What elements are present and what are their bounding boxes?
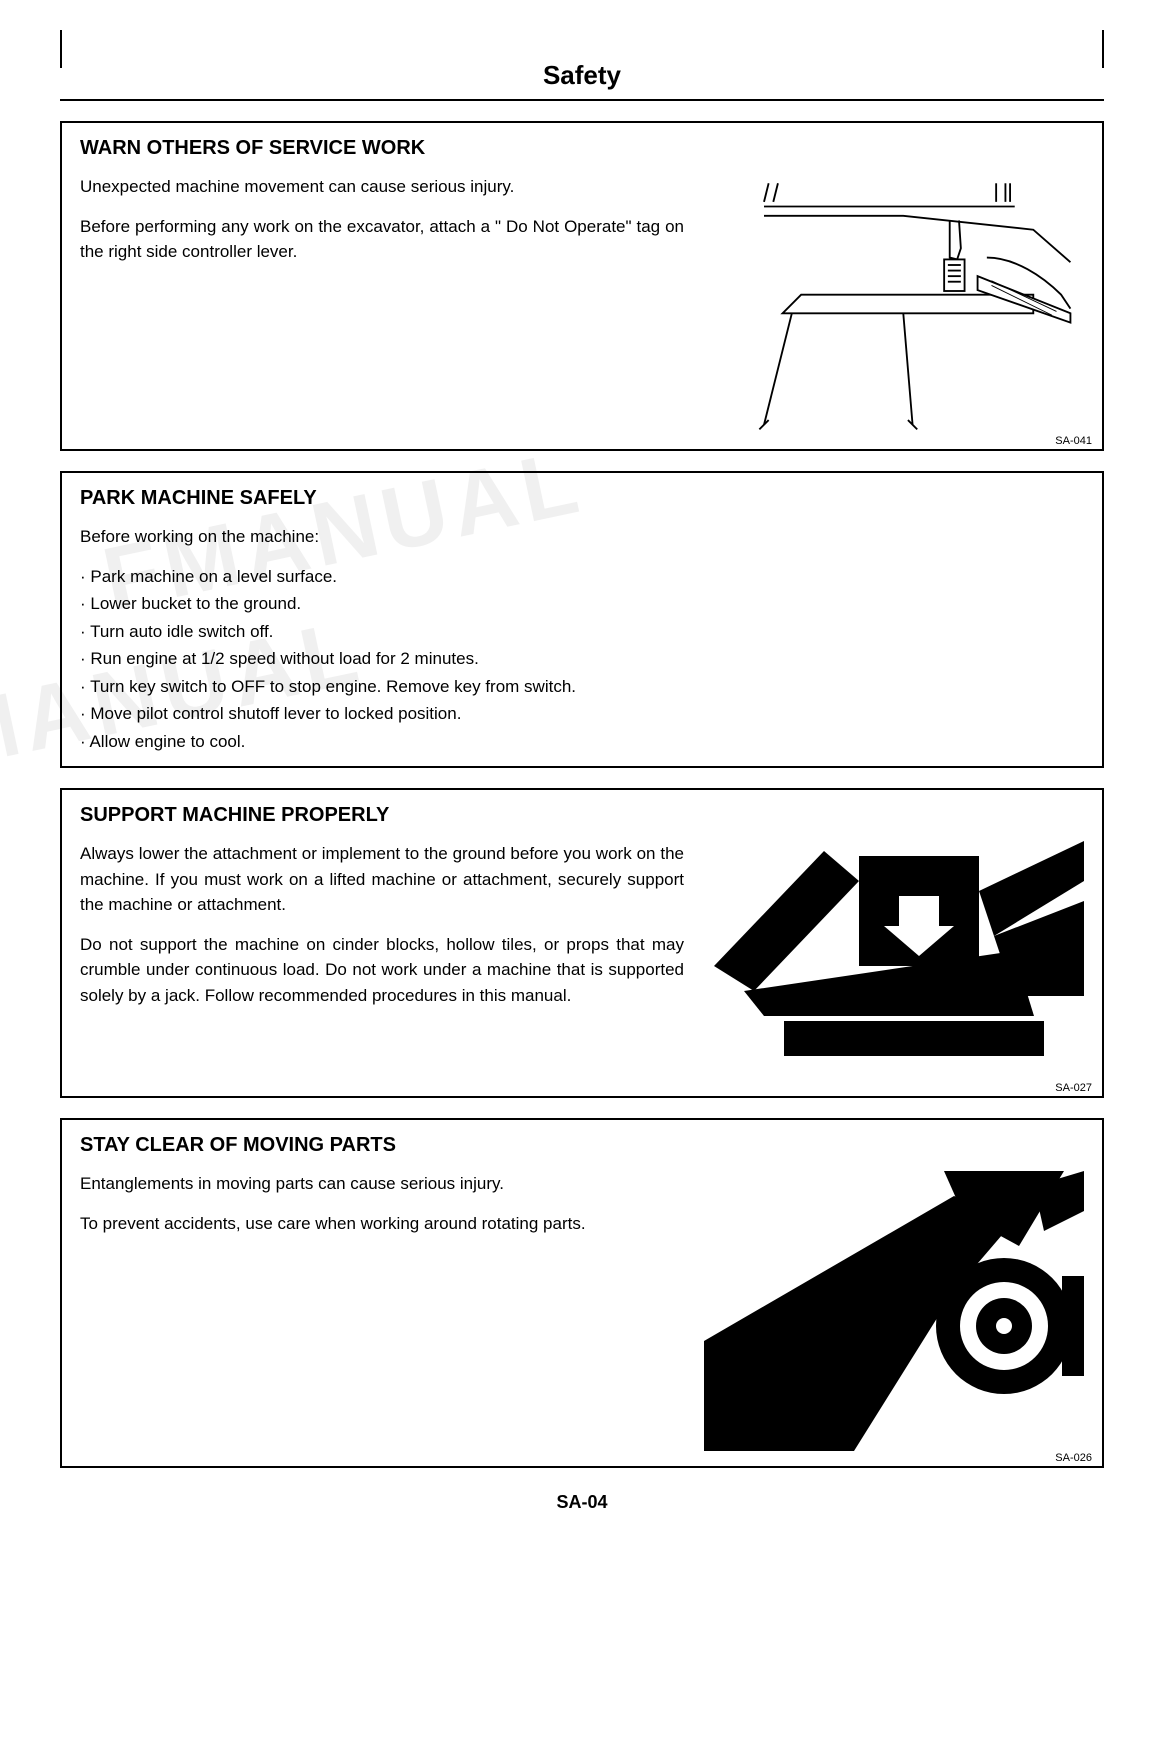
section-warn-others: WARN OTHERS OF SERVICE WORK Unexpected m…	[60, 121, 1104, 451]
section-title: WARN OTHERS OF SERVICE WORK	[80, 137, 1084, 160]
bullet-item: · Run engine at 1/2 speed without load f…	[80, 646, 1084, 672]
paragraph: To prevent accidents, use care when work…	[80, 1211, 684, 1237]
figure-code: SA-026	[1055, 1452, 1092, 1464]
bullet-item: · Turn key switch to OFF to stop engine.…	[80, 674, 1084, 700]
section-text: Entanglements in moving parts can cause …	[80, 1171, 684, 1456]
section-text: Unexpected machine movement can cause se…	[80, 174, 684, 439]
bullet-item: · Allow engine to cool.	[80, 729, 1084, 755]
bullet-item: · Move pilot control shutoff lever to lo…	[80, 701, 1084, 727]
page-title: Safety	[60, 60, 1104, 91]
section-text: Always lower the attachment or implement…	[80, 841, 684, 1086]
paragraph: Before working on the machine:	[80, 524, 1084, 550]
section-text: Before working on the machine: · Park ma…	[80, 524, 1084, 754]
bullet-item: · Turn auto idle switch off.	[80, 619, 1084, 645]
page-number: SA-04	[60, 1492, 1104, 1513]
paragraph: Unexpected machine movement can cause se…	[80, 174, 684, 200]
paragraph: Do not support the machine on cinder blo…	[80, 932, 684, 1009]
bullet-item: · Park machine on a level surface.	[80, 564, 1084, 590]
section-title: PARK MACHINE SAFELY	[80, 487, 1084, 510]
paragraph: Entanglements in moving parts can cause …	[80, 1171, 684, 1197]
bullet-item: · Lower bucket to the ground.	[80, 591, 1084, 617]
section-park-safely: PARK MACHINE SAFELY Before working on th…	[60, 471, 1104, 768]
figure-rotating-parts	[704, 1171, 1084, 1456]
paragraph: Always lower the attachment or implement…	[80, 841, 684, 918]
section-support-properly: SUPPORT MACHINE PROPERLY Always lower th…	[60, 788, 1104, 1098]
paragraph: Before performing any work on the excava…	[80, 214, 684, 265]
figure-code: SA-041	[1055, 435, 1092, 447]
figure-code: SA-027	[1055, 1082, 1092, 1094]
figure-support-machine	[704, 841, 1084, 1086]
section-title: STAY CLEAR OF MOVING PARTS	[80, 1134, 1084, 1157]
page-header: Safety	[60, 60, 1104, 101]
section-title: SUPPORT MACHINE PROPERLY	[80, 804, 1084, 827]
section-moving-parts: STAY CLEAR OF MOVING PARTS Entanglements…	[60, 1118, 1104, 1468]
figure-controller-lever	[704, 174, 1084, 439]
